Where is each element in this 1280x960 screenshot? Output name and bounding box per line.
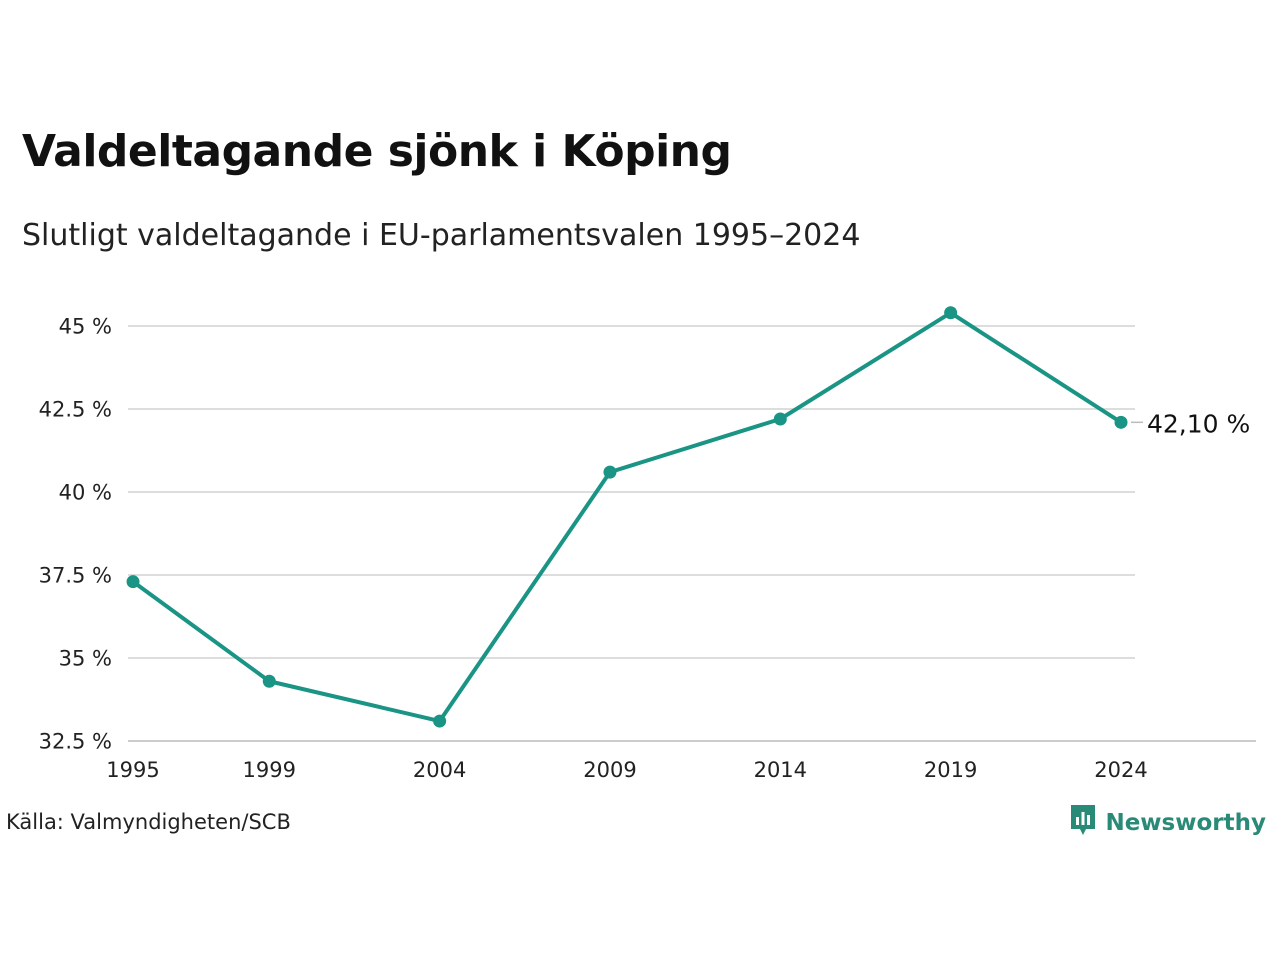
y-tick-label: 35 %: [59, 647, 112, 671]
chart-title: Valdeltagande sjönk i Köping: [22, 126, 732, 177]
data-point-2009: [603, 465, 617, 479]
x-tick-label: 2014: [754, 758, 807, 782]
y-tick-label: 40 %: [59, 481, 112, 505]
x-tick-label: 2024: [1094, 758, 1147, 782]
data-point-2024: [1114, 415, 1128, 429]
chart-subtitle: Slutligt valdeltagande i EU-parlamentsva…: [22, 218, 861, 253]
y-axis-tick-labels: 32.5 % 35 % 37.5 % 40 % 42.5 % 45 %: [39, 315, 112, 754]
x-axis-tick-labels: 1995 1999 2004 2009 2014 2019 2024: [106, 758, 1147, 782]
brand-name: Newsworthy: [1105, 809, 1266, 836]
y-tick-label: 42.5 %: [39, 398, 112, 422]
data-point-2014: [773, 412, 787, 426]
data-point-2004: [433, 714, 447, 728]
data-point-1995: [126, 575, 140, 589]
source-note: Källa: Valmyndigheten/SCB: [6, 810, 291, 834]
data-point-2019: [944, 306, 958, 320]
brand-logo[interactable]: Newsworthy: [1069, 803, 1266, 842]
data-series: [126, 306, 1128, 728]
newsworthy-logo-icon: [1069, 803, 1097, 842]
end-value-annotation: 42,10 %: [1131, 409, 1250, 438]
y-tick-label: 32.5 %: [39, 730, 112, 754]
grid-lines: [128, 325, 1256, 742]
data-point-1999: [262, 674, 276, 688]
x-tick-label: 2004: [413, 758, 466, 782]
x-tick-label: 1999: [243, 758, 296, 782]
x-tick-label: 2009: [583, 758, 636, 782]
x-tick-label: 1995: [106, 758, 159, 782]
y-tick-label: 45 %: [59, 315, 112, 339]
x-tick-label: 2019: [924, 758, 977, 782]
series-line: [131, 310, 1123, 724]
end-value-label: 42,10 %: [1147, 409, 1250, 438]
y-tick-label: 37.5 %: [39, 564, 112, 588]
